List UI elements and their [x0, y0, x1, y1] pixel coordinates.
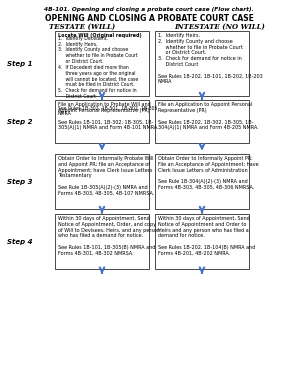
Text: TESTATE (WILL): TESTATE (WILL) [49, 23, 115, 31]
Bar [55, 100, 149, 143]
Text: Step 1: Step 1 [7, 61, 33, 66]
Bar [55, 154, 149, 209]
Text: Locate Will (Original required): Locate Will (Original required) [58, 33, 142, 38]
Text: Within 30 days of Appointment, Send
Notice of Appointment, Order, and copy
of Wi: Within 30 days of Appointment, Send Noti… [58, 216, 160, 256]
Text: Step 2: Step 2 [7, 119, 33, 125]
Text: File an Application to Appoint Personal
Representative (PR)

See Rules 1B-202, 1: File an Application to Appoint Personal … [158, 102, 259, 130]
Text: INTESTATE (NO WILL): INTESTATE (NO WILL) [175, 23, 266, 31]
Text: Step 3: Step 3 [7, 178, 33, 185]
Text: Obtain Order to Informally Appoint PR;
File an Acceptance of Appointment; have
C: Obtain Order to Informally Appoint PR; F… [158, 156, 259, 190]
Bar [55, 214, 149, 269]
Bar [55, 31, 149, 96]
Bar [155, 154, 249, 209]
Text: Within 30 days of Appointment, Send
Notice of Appointment and Order to
Heirs and: Within 30 days of Appointment, Send Noti… [158, 216, 255, 256]
Text: 4B-101. Opening and closing a probate court case (Flow chart).: 4B-101. Opening and closing a probate co… [44, 7, 254, 12]
Text: 1.  Identify Heirs.
2.  Identify County and choose
     whether to file in Proba: 1. Identify Heirs. 2. Identify County an… [158, 33, 263, 85]
Text: Step 4: Step 4 [7, 239, 33, 245]
Bar [155, 214, 249, 269]
Bar [155, 31, 249, 96]
Text: File an Application to Probate Will and
Appoint Personal Representative (PR)

Se: File an Application to Probate Will and … [58, 102, 159, 130]
Text: 1.  Identify Decedent.
2.  Identify Heirs.
3.  Identify County and choose
     w: 1. Identify Decedent. 2. Identify Heirs.… [58, 36, 157, 116]
Text: Obtain Order to Informally Probate Will
and Appoint PR; file an Acceptance of
Ap: Obtain Order to Informally Probate Will … [58, 156, 154, 196]
Bar [155, 100, 249, 143]
Text: OPENING AND CLOSING A PROBATE COURT CASE: OPENING AND CLOSING A PROBATE COURT CASE [45, 14, 253, 23]
